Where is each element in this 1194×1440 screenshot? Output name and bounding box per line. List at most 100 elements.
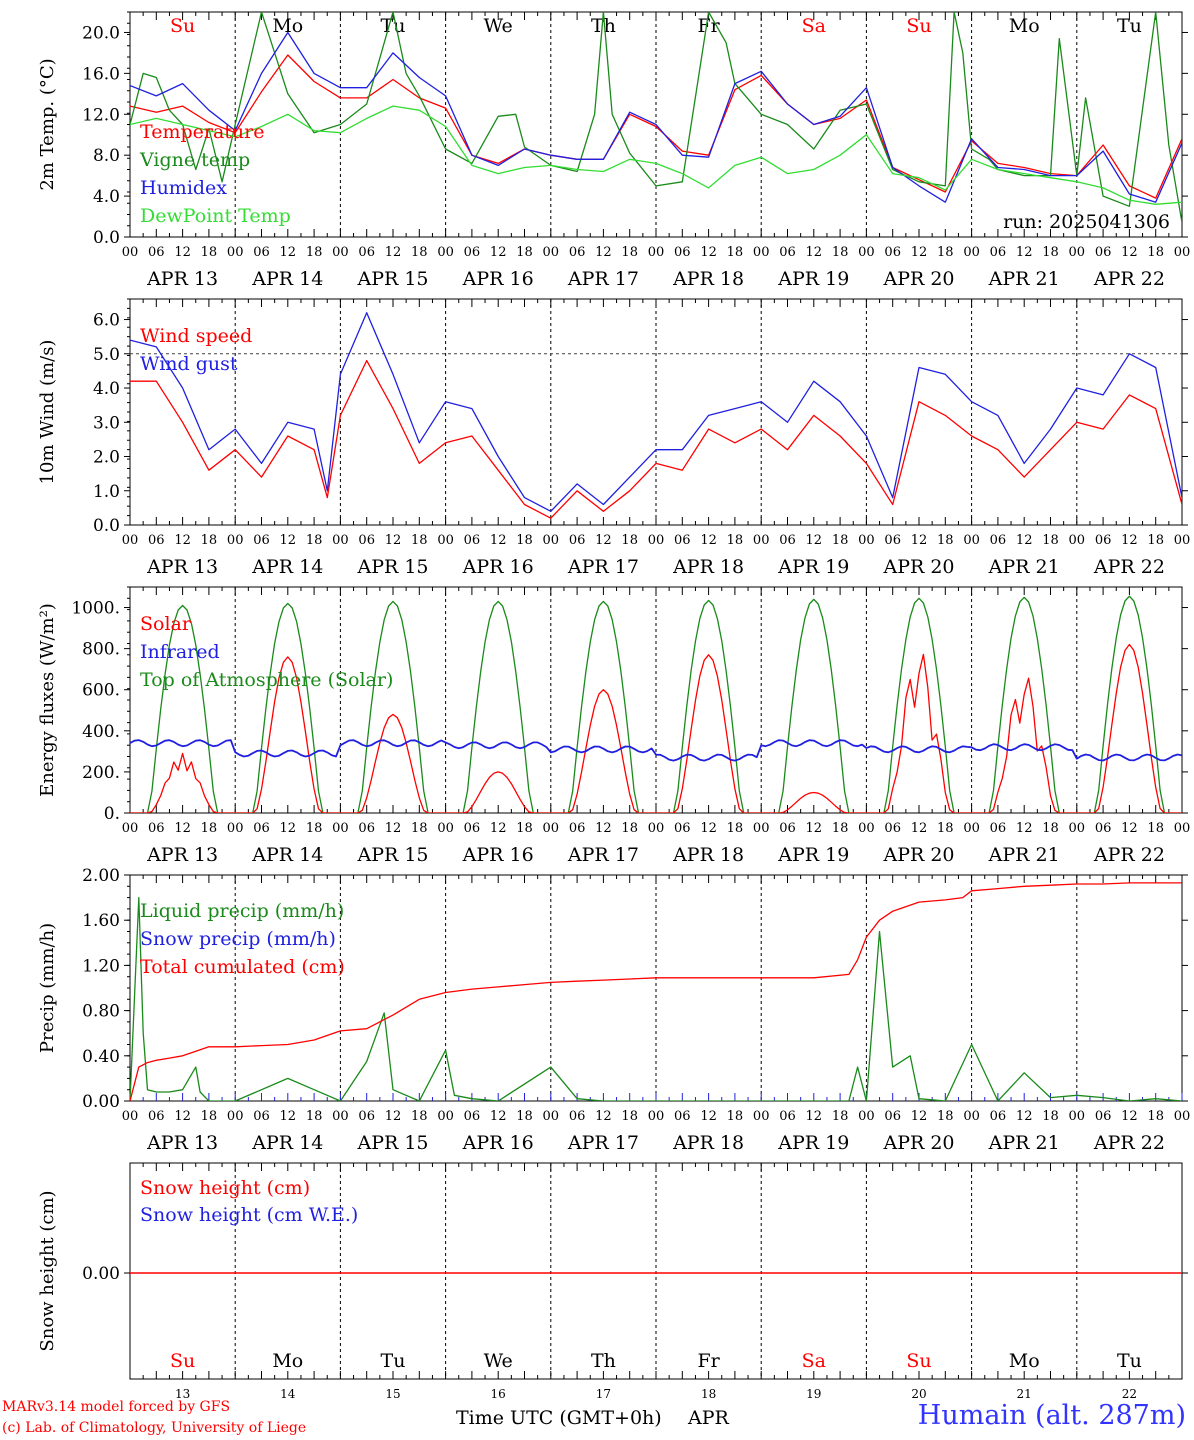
x-hour-label: 06 xyxy=(990,821,1007,836)
x-hour-label: 12 xyxy=(1016,821,1033,836)
day-number-label: 20 xyxy=(911,1387,926,1401)
legend-entry: Wind gust xyxy=(140,353,238,375)
x-date-label: APR 16 xyxy=(462,844,534,866)
x-hour-label: 06 xyxy=(253,245,270,260)
footer-lab-credit: (c) Lab. of Climatology, University of L… xyxy=(2,1420,307,1436)
x-hour-label: 12 xyxy=(280,821,297,836)
x-hour-label: 00 xyxy=(1174,1109,1191,1124)
panel-1: 0.0 4.0 8.0 12.0 16.0 20.0 2m Temp. (°C) 00 06 12… xyxy=(37,11,1190,290)
x-hour-label: 12 xyxy=(385,245,402,260)
day-number-label: 19 xyxy=(806,1387,821,1401)
series-wind-gust xyxy=(130,312,1182,512)
x-hour-label: 18 xyxy=(411,533,428,548)
x-hour-label: 00 xyxy=(1069,1109,1086,1124)
x-date-label: APR 19 xyxy=(777,844,849,866)
x-hour-label: 18 xyxy=(306,533,323,548)
legend-entry: Total cumulated (cm) xyxy=(140,956,345,978)
legend-entry: Snow height (cm W.E.) xyxy=(140,1204,358,1226)
x-hour-label: 00 xyxy=(332,1109,349,1124)
panel-4: 0.00 0.40 0.80 1.20 1.60 2.00 Precip (mm/h) 00 0… xyxy=(37,866,1190,1154)
x-hour-label: 06 xyxy=(358,821,375,836)
series-wind-speed xyxy=(130,359,1182,519)
x-hour-label: 12 xyxy=(595,1109,612,1124)
day-name-label: Mo xyxy=(272,1350,303,1372)
x-hour-label: 12 xyxy=(490,245,507,260)
x-hour-label: 12 xyxy=(1016,1109,1033,1124)
x-date-label: APR 18 xyxy=(672,268,744,290)
x-hour-label: 18 xyxy=(832,533,849,548)
day-name-label: We xyxy=(484,15,513,37)
x-hour-label: 12 xyxy=(806,821,823,836)
x-hour-label: 06 xyxy=(1095,533,1112,548)
x-hour-label: 06 xyxy=(148,821,165,836)
x-hour-label: 06 xyxy=(253,533,270,548)
x-hour-label: 00 xyxy=(122,533,139,548)
x-hour-label: 06 xyxy=(674,533,691,548)
x-date-label: APR 18 xyxy=(672,556,744,578)
x-hour-label: 18 xyxy=(201,245,218,260)
x-date-label: APR 13 xyxy=(146,1132,218,1154)
legend-entry: DewPoint Temp xyxy=(140,205,291,227)
run-annotation: run: 2025041306 xyxy=(1003,211,1170,233)
x-hour-label: 00 xyxy=(1069,821,1086,836)
x-hour-label: 06 xyxy=(990,533,1007,548)
panel-5: 0.00 Snow height (cm) Su Mo Tu We Th Fr Sa Su Mo Tu… xyxy=(37,1162,1188,1380)
y-tick-label: 20.0 xyxy=(82,23,120,43)
x-hour-label: 00 xyxy=(858,533,875,548)
x-hour-label: 12 xyxy=(1121,533,1138,548)
x-date-label: APR 19 xyxy=(777,268,849,290)
x-hour-label: 18 xyxy=(516,1109,533,1124)
x-hour-label: 18 xyxy=(1042,245,1059,260)
footer-station-name: Humain (alt. 287m) xyxy=(917,1400,1186,1431)
x-date-label: APR 14 xyxy=(251,268,323,290)
x-date-label: APR 16 xyxy=(462,268,534,290)
day-name-label: Th xyxy=(591,15,616,37)
series-group xyxy=(130,12,1182,223)
x-hour-label: 18 xyxy=(306,1109,323,1124)
x-hour-label: 18 xyxy=(1147,1109,1164,1124)
x-hour-label: 06 xyxy=(779,245,796,260)
x-hour-label: 00 xyxy=(122,245,139,260)
x-hour-label: 06 xyxy=(674,1109,691,1124)
x-hour-label: 00 xyxy=(753,533,770,548)
day-number-label: 18 xyxy=(701,1387,716,1401)
panel-2: 0.0 1.0 2.0 3.0 4.0 5.0 6.0 10m Wind (m/s) 00 06 1… xyxy=(37,298,1190,578)
x-date-label: APR 17 xyxy=(567,1132,639,1154)
x-hour-label: 00 xyxy=(227,1109,244,1124)
x-date-label: APR 20 xyxy=(882,268,954,290)
x-hour-label: 18 xyxy=(516,245,533,260)
x-hour-label: 00 xyxy=(753,245,770,260)
x-hour-label: 00 xyxy=(753,1109,770,1124)
x-date-label: APR 13 xyxy=(146,844,218,866)
x-hour-label: 18 xyxy=(1147,533,1164,548)
day-name-label: Mo xyxy=(272,15,303,37)
x-hour-label: 18 xyxy=(727,245,744,260)
series-dewpoint-temp xyxy=(130,105,1182,205)
x-hour-label: 00 xyxy=(1069,533,1086,548)
x-date-label: APR 17 xyxy=(567,844,639,866)
y-tick-label: 0. xyxy=(104,804,120,824)
series-group xyxy=(130,882,1182,1101)
x-hour-label: 18 xyxy=(306,821,323,836)
x-hour-label: 18 xyxy=(832,821,849,836)
x-hour-label: 00 xyxy=(963,1109,980,1124)
x-date-label: APR 18 xyxy=(672,1132,744,1154)
y-axis-label: Precip (mm/h) xyxy=(37,923,58,1053)
x-hour-label: 18 xyxy=(937,245,954,260)
x-hour-label: 12 xyxy=(280,533,297,548)
x-hour-label: 18 xyxy=(727,821,744,836)
x-date-label: APR 19 xyxy=(777,1132,849,1154)
x-hour-label: 00 xyxy=(648,245,665,260)
legend-entry: Top of Atmosphere (Solar) xyxy=(140,669,393,691)
x-hour-label: 06 xyxy=(464,245,481,260)
x-hour-label: 12 xyxy=(174,245,191,260)
x-hour-label: 00 xyxy=(1069,245,1086,260)
y-tick-label: 1.20 xyxy=(82,956,120,976)
x-hour-label: 18 xyxy=(1042,533,1059,548)
legend-entry: Snow precip (mm/h) xyxy=(140,928,336,950)
x-hour-label: 06 xyxy=(148,1109,165,1124)
day-name-label: Fr xyxy=(697,15,720,37)
series-total-cumulated-cm- xyxy=(130,882,1182,1101)
x-hour-label: 18 xyxy=(411,821,428,836)
x-hour-label: 18 xyxy=(621,1109,638,1124)
